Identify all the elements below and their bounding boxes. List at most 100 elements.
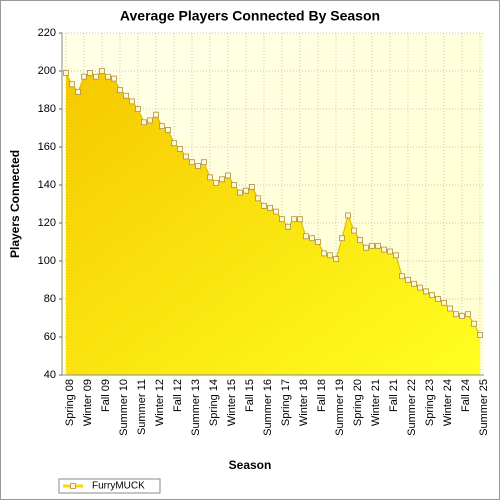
x-tick-label: Summer 19: [334, 379, 346, 436]
marker: [333, 256, 339, 263]
marker: [351, 227, 357, 234]
area: [66, 71, 480, 375]
marker: [453, 311, 459, 318]
marker: [327, 252, 333, 259]
x-tick-label: Winter 24: [442, 379, 454, 426]
marker: [285, 223, 291, 230]
marker: [369, 242, 375, 249]
marker: [237, 189, 243, 196]
marker: [279, 216, 285, 223]
y-tick-label: 220: [38, 27, 56, 39]
marker: [297, 216, 303, 223]
y-tick-label: 120: [38, 217, 56, 229]
marker: [183, 153, 189, 160]
marker: [261, 202, 267, 209]
marker: [171, 140, 177, 147]
x-tick-label: Winter 21: [370, 379, 382, 426]
marker: [339, 235, 345, 242]
x-tick-label: Winter 12: [154, 379, 166, 426]
marker: [213, 180, 219, 187]
x-tick-label: Winter 18: [298, 379, 310, 426]
marker: [231, 182, 237, 188]
marker: [417, 284, 423, 291]
marker: [273, 208, 279, 215]
marker: [441, 299, 447, 306]
y-tick-label: 140: [38, 179, 56, 191]
legend: [58, 478, 161, 494]
marker: [159, 123, 165, 129]
marker: [201, 159, 207, 166]
marker: [147, 117, 153, 124]
marker: [117, 87, 123, 93]
marker: [309, 235, 315, 242]
x-tick-label: Summer 25: [478, 379, 490, 436]
x-tick-label: Summer 13: [190, 379, 202, 436]
marker: [375, 242, 381, 249]
line: [65, 70, 481, 336]
marker: [393, 252, 399, 259]
marker: [93, 73, 99, 80]
x-tick-label: Spring 20: [352, 379, 364, 426]
marker: [411, 280, 417, 287]
x-tick-label: Spring 23: [424, 379, 436, 426]
marker: [249, 183, 255, 190]
marker: [471, 320, 477, 327]
marker: [357, 237, 363, 244]
x-tick-label: Fall 18: [316, 379, 328, 412]
marker: [153, 111, 159, 118]
marker: [207, 174, 213, 181]
y-tick-label: 100: [38, 255, 56, 267]
x-tick-label: Fall 21: [388, 379, 400, 412]
marker: [87, 70, 93, 76]
marker: [63, 70, 69, 76]
marker: [177, 145, 183, 152]
marker: [81, 73, 87, 80]
y-tick-label: 160: [38, 141, 56, 153]
marker: [195, 163, 201, 169]
marker: [387, 248, 393, 255]
marker: [99, 68, 105, 74]
x-tick-label: Fall 09: [100, 379, 112, 412]
marker: [303, 233, 309, 240]
marker: [111, 75, 117, 82]
x-tick-label: Spring 14: [208, 379, 220, 426]
marker: [405, 277, 411, 283]
x-tick-label: Winter 09: [82, 379, 94, 426]
marker: [243, 187, 249, 194]
y-tick-label: 40: [44, 369, 56, 381]
x-tick-label: Fall 15: [244, 379, 256, 412]
legend-label: FurryMUCK: [92, 481, 145, 492]
marker: [423, 288, 429, 295]
marker: [129, 98, 135, 105]
marker: [255, 195, 261, 202]
marker: [135, 106, 141, 112]
marker: [75, 89, 81, 95]
marker: [69, 81, 75, 88]
y-tick-label: 180: [38, 103, 56, 115]
marker: [315, 239, 321, 245]
x-tick-label: Fall 12: [172, 379, 184, 412]
marker: [321, 250, 327, 257]
marker: [363, 244, 369, 251]
marker: [381, 246, 387, 253]
marker: [225, 172, 231, 179]
marker: [141, 119, 147, 126]
marker: [291, 216, 297, 223]
y-tick-label: 200: [38, 65, 56, 77]
y-tick-label: 80: [44, 293, 56, 305]
marker: [123, 92, 129, 99]
y-tick-label: 60: [44, 331, 56, 343]
x-tick-label: Spring 08: [64, 379, 76, 426]
legend-marker: [70, 483, 76, 489]
x-tick-label: Summer 22: [406, 379, 418, 436]
x-tick-label: Fall 24: [460, 379, 472, 412]
marker: [165, 127, 171, 133]
marker: [399, 273, 405, 280]
x-tick-label: Summer 10: [118, 379, 130, 436]
y-axis-label: Players Connected: [8, 150, 22, 258]
marker: [219, 176, 225, 183]
x-tick-label: Summer 16: [262, 379, 274, 436]
x-tick-label: Winter 15: [226, 379, 238, 426]
